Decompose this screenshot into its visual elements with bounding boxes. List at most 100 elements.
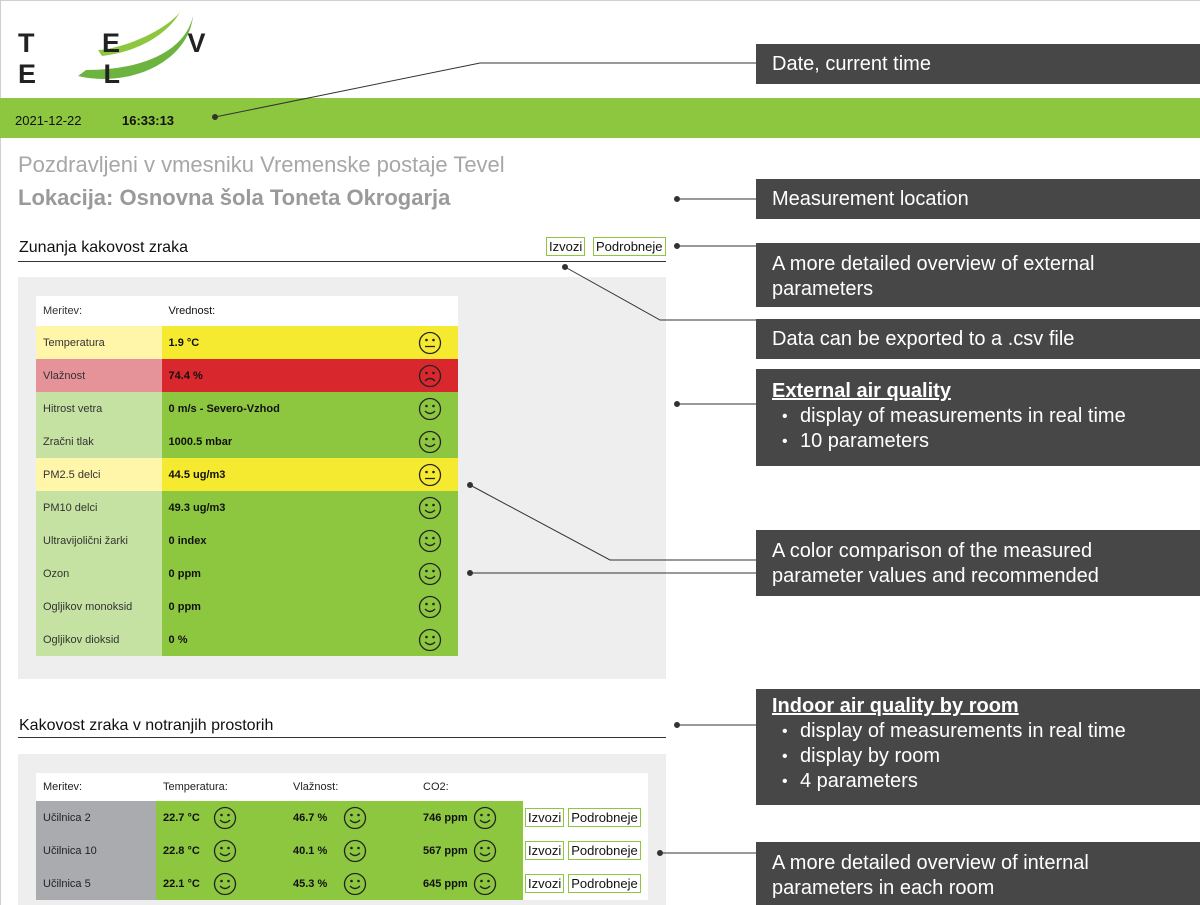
status-face-icon [213,801,286,834]
column-header-value: Vrednost: [161,296,402,326]
status-face-icon [401,392,458,425]
room-actions: Izvozi Podrobneje [523,801,648,834]
table-row: Učilnica 10 22.8 °C 40.1 % 567 ppm Izvozi Pod… [36,834,648,867]
table-row: Vlažnost 74.4 % [36,359,458,392]
room-humidity: 46.7 % [286,801,343,834]
annotation-heading: Indoor air quality by room [772,695,1019,717]
external-export-button[interactable]: Izvozi [546,237,586,256]
room-export-button[interactable]: Izvozi [525,874,565,893]
annotation-text: Measurement location [772,188,969,210]
logo-text: T E V E L [18,28,236,89]
table-row: Ozon 0 ppm [36,557,458,590]
room-co2: 567 ppm [416,834,473,867]
status-face-icon [473,834,523,867]
table-row: Učilnica 2 22.7 °C 46.7 % 746 ppm Izvozi Podr… [36,801,648,834]
indoor-divider [18,737,666,738]
annotation-text: A more detailed overview of internal par… [772,852,1089,899]
annotation-details-external: A more detailed overview of external par… [756,243,1200,307]
column-header-temperature: Temperatura: [156,773,286,801]
status-face-icon [343,834,416,867]
current-time: 16:33:13 [122,113,175,128]
parameter-value: 44.5 ug/m3 [161,458,402,491]
parameter-value: 0 index [161,524,402,557]
status-face-icon [401,623,458,656]
annotation-text: A more detailed overview of external par… [772,253,1095,300]
room-temperature: 22.1 °C [156,867,213,900]
room-details-button[interactable]: Podrobneje [568,874,641,893]
parameter-name: PM10 delci [36,491,162,524]
welcome-text: Pozdravljeni v vmesniku Vremenske postaj… [18,152,505,177]
status-face-icon [213,867,286,900]
status-face-icon [343,867,416,900]
table-header-row: Meritev: Vrednost: [36,296,458,326]
room-name: Učilnica 5 [36,867,156,900]
room-name: Učilnica 10 [36,834,156,867]
parameter-value: 0 m/s - Severo-Vzhod [161,392,402,425]
external-divider [18,261,666,262]
room-temperature: 22.7 °C [156,801,213,834]
parameter-name: Ogljikov dioksid [36,623,162,656]
parameter-name: Ultravijolični žarki [36,524,162,557]
parameter-name: Ogljikov monoksid [36,590,162,623]
parameter-name: Temperatura [36,326,162,359]
annotation-bullet: display by room [782,744,1184,769]
column-header-humidity: Vlažnost: [286,773,416,801]
annotation-text: Data can be exported to a .csv file [772,328,1075,350]
annotation-bullet: display of measurements in real time [782,404,1184,429]
annotation-bullets: display of measurements in real time10 p… [772,404,1184,454]
table-row: PM10 delci 49.3 ug/m3 [36,491,458,524]
parameter-value: 1.9 °C [161,326,402,359]
room-co2: 746 ppm [416,801,473,834]
status-face-icon [401,491,458,524]
annotation-text: A color comparison of the measured param… [772,540,1099,587]
annotation-bullet: display of measurements in real time [782,719,1184,744]
status-face-icon [401,425,458,458]
column-header-measure: Meritev: [36,296,162,326]
room-humidity: 40.1 % [286,834,343,867]
annotation-date-time: Date, current time [756,44,1200,84]
status-face-icon [343,801,416,834]
parameter-name: Vlažnost [36,359,162,392]
annotation-bullet: 4 parameters [782,769,1184,794]
indoor-section-title: Kakovost zraka v notranjih prostorih [19,717,274,734]
room-name: Učilnica 2 [36,801,156,834]
status-face-icon [401,458,458,491]
location-text: Lokacija: Osnovna šola Toneta Okrogarja [18,185,451,210]
annotation-bullet: 10 parameters [782,429,1184,454]
parameter-name: Hitrost vetra [36,392,162,425]
external-section-title: Zunanja kakovost zraka [19,239,188,256]
annotation-indoor-air-quality: Indoor air quality by room display of me… [756,689,1200,805]
room-co2: 645 ppm [416,867,473,900]
logo-swoosh-icon [78,12,193,79]
annotation-text: Date, current time [772,53,931,75]
status-face-icon [401,590,458,623]
room-actions: Izvozi Podrobneje [523,834,648,867]
room-export-button[interactable]: Izvozi [525,808,565,827]
parameter-name: Zračni tlak [36,425,162,458]
annotation-location: Measurement location [756,179,1200,219]
tevel-logo: T E V E L [18,8,278,89]
status-face-icon [401,326,458,359]
parameter-value: 0 ppm [161,557,402,590]
parameter-name: Ozon [36,557,162,590]
room-export-button[interactable]: Izvozi [525,841,565,860]
table-row: Ultravijolični žarki 0 index [36,524,458,557]
room-details-button[interactable]: Podrobneje [568,808,641,827]
status-face-icon [213,834,286,867]
status-face-icon [473,801,523,834]
indoor-table: Meritev: Temperatura: Vlažnost: CO2: Uči… [36,773,648,900]
table-row: Zračni tlak 1000.5 mbar [36,425,458,458]
external-table: Meritev: Vrednost: Temperatura 1.9 °C Vlaž… [36,296,458,656]
status-face-icon [473,867,523,900]
parameter-value: 0 % [161,623,402,656]
parameter-value: 74.4 % [161,359,402,392]
room-actions: Izvozi Podrobneje [523,867,648,900]
parameter-value: 0 ppm [161,590,402,623]
parameter-name: PM2.5 delci [36,458,162,491]
annotation-heading: External air quality [772,380,951,402]
external-details-button[interactable]: Podrobneje [593,237,666,256]
room-details-button[interactable]: Podrobneje [568,841,641,860]
table-row: Ogljikov monoksid 0 ppm [36,590,458,623]
annotation-details-internal: A more detailed overview of internal par… [756,842,1200,905]
